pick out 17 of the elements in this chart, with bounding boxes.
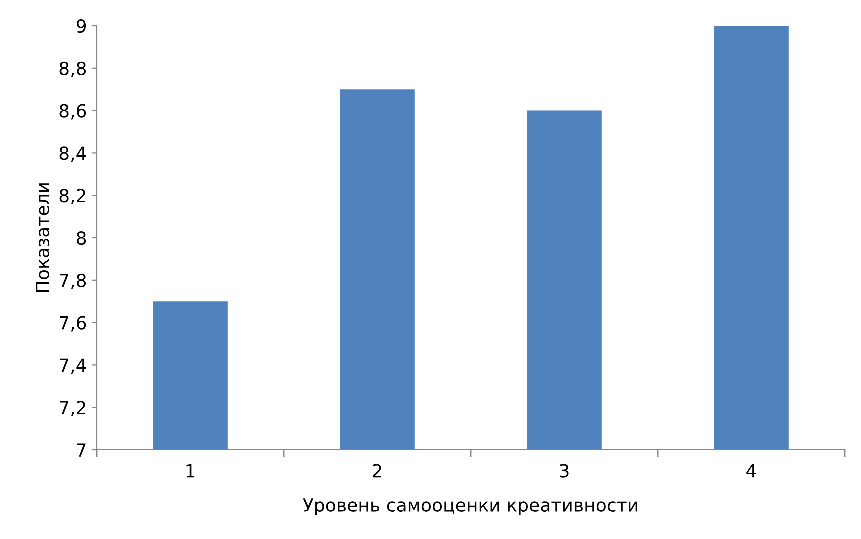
x-tick-label: 1 bbox=[186, 464, 195, 478]
x-tick-label: 4 bbox=[746, 464, 756, 478]
y-tick-label: 7,6 bbox=[60, 316, 86, 332]
x-tick-label: 3 bbox=[560, 464, 569, 478]
y-tick-label: 8,8 bbox=[60, 62, 86, 78]
x-tick-label: 2 bbox=[373, 464, 382, 478]
y-tick-label: 7,2 bbox=[60, 401, 86, 417]
y-tick-label: 7,4 bbox=[60, 358, 86, 374]
y-axis-title: Показатели bbox=[36, 184, 50, 292]
y-tick-label: 8 bbox=[77, 231, 86, 246]
y-tick-label: 9 bbox=[76, 19, 86, 34]
x-axis-title: Уровень самооценки креативности bbox=[303, 498, 638, 516]
y-tick-label: 7,8 bbox=[60, 274, 86, 290]
y-tick-label: 8,4 bbox=[60, 146, 86, 162]
y-tick-label: 7 bbox=[77, 444, 86, 457]
y-tick-label: 8,2 bbox=[60, 189, 86, 205]
y-tick-label: 8,6 bbox=[60, 104, 86, 120]
